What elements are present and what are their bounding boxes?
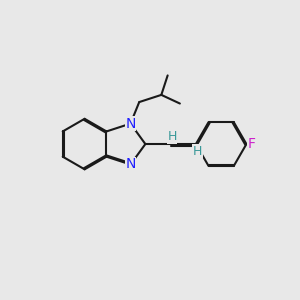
Text: H: H	[193, 145, 202, 158]
Text: N: N	[125, 158, 136, 172]
Text: H: H	[167, 130, 177, 143]
Text: N: N	[125, 117, 136, 130]
Text: F: F	[248, 137, 256, 151]
